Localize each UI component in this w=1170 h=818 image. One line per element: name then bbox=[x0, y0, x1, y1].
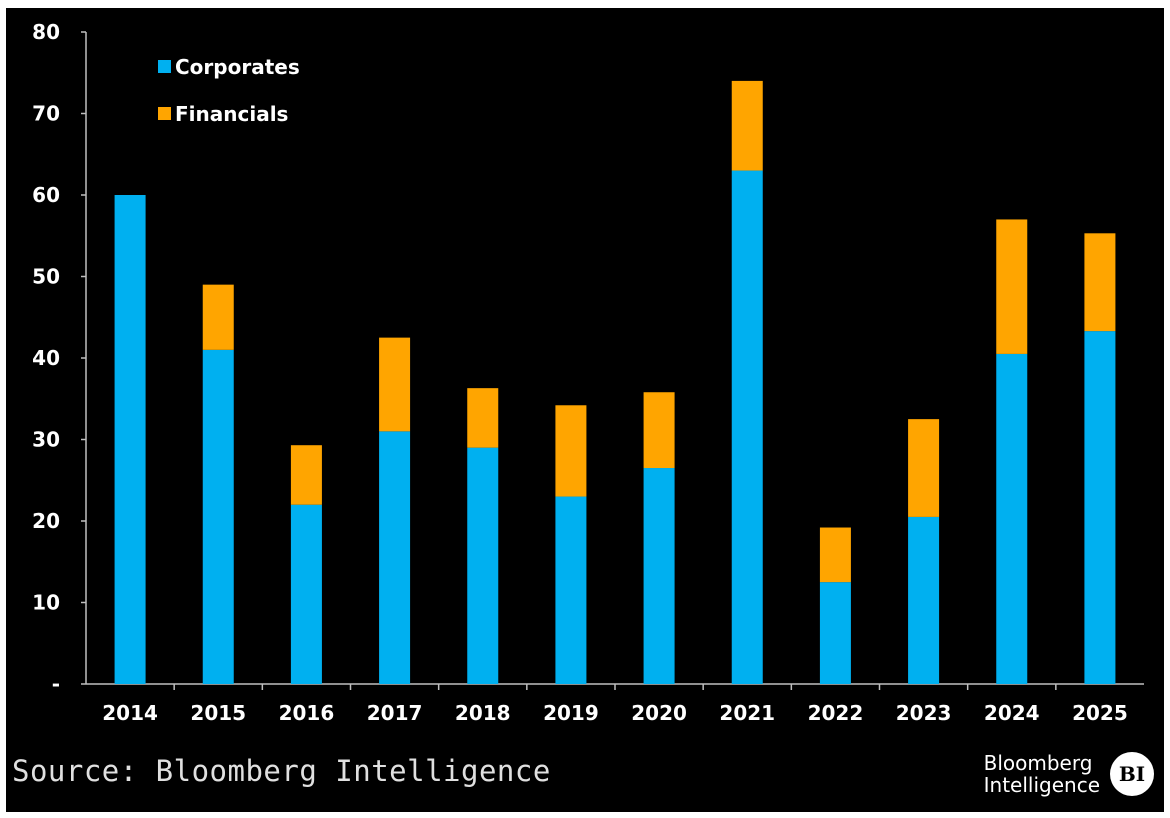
y-tick-label: - bbox=[52, 672, 60, 696]
y-tick-label: 40 bbox=[32, 346, 60, 370]
x-tick-label: 2014 bbox=[102, 701, 158, 725]
bar-corporates-2023 bbox=[908, 516, 940, 684]
x-tick-label: 2023 bbox=[896, 701, 952, 725]
bar-corporates-2014 bbox=[114, 195, 146, 684]
bar-financials-2021 bbox=[731, 80, 763, 171]
bar-corporates-2020 bbox=[643, 468, 675, 684]
y-tick-label: 20 bbox=[32, 509, 60, 533]
bar-financials-2025 bbox=[1084, 233, 1116, 332]
x-tick-label: 2017 bbox=[367, 701, 423, 725]
y-tick-label: 50 bbox=[32, 265, 60, 289]
y-tick-label: 80 bbox=[32, 20, 60, 44]
bar-corporates-2025 bbox=[1084, 331, 1116, 684]
bar-corporates-2022 bbox=[819, 582, 851, 684]
bar-corporates-2024 bbox=[996, 353, 1028, 684]
x-tick-label: 2022 bbox=[808, 701, 864, 725]
y-tick-label: 60 bbox=[32, 183, 60, 207]
y-tick-label: 10 bbox=[32, 591, 60, 615]
source-note: Source: Bloomberg Intelligence bbox=[12, 754, 551, 788]
bar-financials-2023 bbox=[908, 419, 940, 517]
legend-label-financials: Financials bbox=[175, 102, 288, 126]
chart-frame: 80 70 60 50 40 30 20 10 - 2014 2015 2016 2017 2018 201… bbox=[6, 8, 1164, 812]
x-tick-label: 2019 bbox=[543, 701, 599, 725]
x-tick-label: 2020 bbox=[631, 701, 687, 725]
brand-line-2: Intelligence bbox=[983, 773, 1100, 797]
bar-financials-2020 bbox=[643, 392, 675, 469]
bar-financials-2022 bbox=[819, 527, 851, 583]
bar-corporates-2019 bbox=[555, 496, 587, 684]
bar-financials-2019 bbox=[555, 405, 587, 497]
bar-corporates-2018 bbox=[467, 447, 499, 684]
brand-name: Bloomberg Intelligence bbox=[984, 752, 1100, 796]
y-tick-label: 70 bbox=[32, 102, 60, 126]
legend-swatch-financials bbox=[158, 107, 171, 120]
bar-financials-2024 bbox=[996, 219, 1028, 354]
bar-financials-2015 bbox=[202, 284, 234, 350]
bar-financials-2017 bbox=[379, 337, 411, 432]
x-tick-label: 2021 bbox=[719, 701, 775, 725]
x-tick-label: 2016 bbox=[279, 701, 335, 725]
bar-corporates-2016 bbox=[290, 504, 322, 684]
bar-corporates-2015 bbox=[202, 349, 234, 684]
x-tick-label: 2018 bbox=[455, 701, 511, 725]
bar-corporates-2017 bbox=[379, 431, 411, 684]
y-tick-label: 30 bbox=[32, 428, 60, 452]
brand-line-1: Bloomberg bbox=[983, 751, 1093, 775]
legend-swatch-corporates bbox=[158, 60, 171, 73]
stacked-bar-chart: 80 70 60 50 40 30 20 10 - 2014 2015 2016 2017 2018 201… bbox=[32, 20, 1144, 725]
x-tick-label: 2024 bbox=[984, 701, 1040, 725]
bi-badge-icon: BI bbox=[1110, 752, 1154, 796]
legend-label-corporates: Corporates bbox=[175, 55, 300, 79]
brand-logo: Bloomberg Intelligence BI bbox=[984, 752, 1154, 796]
x-tick-label: 2025 bbox=[1072, 701, 1128, 725]
x-tick-label: 2015 bbox=[190, 701, 246, 725]
bar-financials-2018 bbox=[467, 388, 499, 448]
bar-financials-2016 bbox=[290, 445, 322, 505]
bar-corporates-2021 bbox=[731, 170, 763, 685]
